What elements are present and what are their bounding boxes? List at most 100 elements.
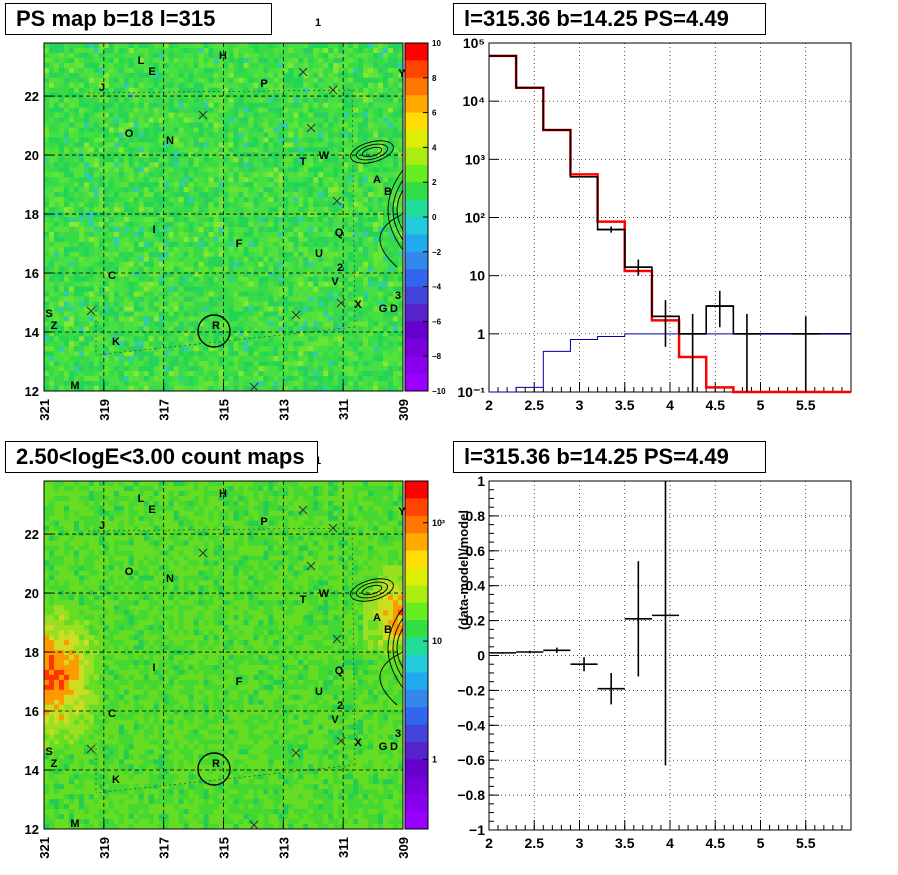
map-cell bbox=[148, 226, 155, 233]
map-cell bbox=[143, 152, 150, 158]
map-cell bbox=[298, 346, 304, 352]
map-cell bbox=[393, 371, 399, 377]
map-cell bbox=[183, 177, 189, 183]
map-cell bbox=[73, 351, 80, 357]
map-cell bbox=[128, 276, 135, 283]
map-cell bbox=[238, 316, 244, 322]
map-cell bbox=[78, 127, 85, 133]
map-cell bbox=[283, 236, 289, 243]
map-cell bbox=[173, 351, 180, 357]
map-cell bbox=[68, 286, 75, 292]
map-cell bbox=[44, 381, 50, 387]
map-cell bbox=[353, 77, 359, 84]
map-cell bbox=[133, 137, 140, 143]
map-cell bbox=[238, 276, 244, 283]
map-cell bbox=[393, 77, 399, 84]
map-cell bbox=[288, 356, 294, 362]
map-cell bbox=[253, 351, 259, 357]
map-cell bbox=[143, 202, 150, 208]
map-cell bbox=[133, 326, 140, 332]
map-cell bbox=[148, 192, 155, 198]
map-cell bbox=[233, 246, 239, 253]
map-cell bbox=[273, 43, 279, 49]
map-cell bbox=[48, 132, 55, 138]
map-cell bbox=[198, 182, 204, 188]
map-cell bbox=[178, 187, 185, 193]
map-cell bbox=[44, 226, 50, 233]
map-cell bbox=[358, 177, 364, 183]
map-cell bbox=[373, 182, 379, 188]
map-cell bbox=[248, 117, 254, 123]
map-cell bbox=[213, 321, 219, 327]
map-cell bbox=[168, 142, 175, 148]
map-cell bbox=[308, 356, 314, 362]
map-cell bbox=[333, 326, 339, 332]
map-cell bbox=[93, 212, 100, 218]
map-cell bbox=[93, 67, 100, 74]
map-cell bbox=[323, 172, 329, 178]
map-cell bbox=[348, 167, 354, 173]
map-cell bbox=[368, 231, 374, 238]
map-cell bbox=[328, 47, 334, 54]
map-cell bbox=[153, 192, 160, 198]
map-cell bbox=[158, 177, 165, 183]
map-cell bbox=[88, 202, 95, 208]
map-cell bbox=[383, 47, 389, 54]
map-cell bbox=[98, 261, 105, 268]
map-cell bbox=[63, 246, 70, 253]
map-cell bbox=[108, 212, 115, 218]
map-cell bbox=[48, 311, 55, 317]
map-cell bbox=[88, 231, 95, 238]
map-cell bbox=[333, 346, 339, 352]
map-cell bbox=[53, 102, 60, 109]
map-cell bbox=[313, 341, 319, 347]
map-cell bbox=[328, 57, 334, 64]
map-cell bbox=[293, 122, 299, 128]
map-cell bbox=[303, 256, 309, 263]
map-cell bbox=[133, 167, 140, 173]
map-cell bbox=[178, 87, 185, 94]
map-cell bbox=[118, 331, 125, 337]
map-cell bbox=[398, 276, 404, 283]
map-cell bbox=[218, 221, 224, 228]
map-cell bbox=[383, 286, 389, 292]
map-cell bbox=[218, 301, 224, 307]
map-cell bbox=[163, 236, 170, 243]
map-cell bbox=[123, 147, 130, 153]
map-cell bbox=[253, 361, 259, 367]
map-cell bbox=[208, 117, 214, 123]
map-cell bbox=[283, 346, 289, 352]
map-cell bbox=[163, 97, 170, 104]
map-cell bbox=[223, 256, 229, 263]
map-cell bbox=[393, 241, 399, 248]
map-cell bbox=[88, 271, 95, 278]
map-cell bbox=[398, 231, 404, 238]
map-cell bbox=[63, 197, 70, 203]
map-cell bbox=[338, 361, 344, 367]
map-cell bbox=[333, 82, 339, 89]
map-cell bbox=[283, 266, 289, 273]
map-cell bbox=[158, 361, 165, 367]
map-cell bbox=[63, 167, 70, 173]
map-cell bbox=[383, 167, 389, 173]
map-cell bbox=[253, 62, 259, 69]
map-cell bbox=[318, 167, 324, 173]
map-cell bbox=[163, 306, 170, 312]
map-cell bbox=[288, 127, 294, 133]
map-cell bbox=[333, 87, 339, 94]
map-cell bbox=[258, 296, 264, 302]
map-cell bbox=[283, 107, 289, 113]
map-cell bbox=[298, 321, 304, 327]
map-cell bbox=[123, 316, 130, 322]
map-cell bbox=[68, 336, 75, 342]
map-cell bbox=[44, 187, 50, 193]
map-cell bbox=[198, 316, 204, 322]
map-cell bbox=[133, 221, 140, 228]
map-cell bbox=[298, 276, 304, 283]
map-cell bbox=[358, 102, 364, 109]
map-cell bbox=[283, 351, 289, 357]
map-cell bbox=[113, 122, 120, 128]
map-cell bbox=[393, 102, 399, 109]
map-cell bbox=[98, 87, 105, 94]
map-cell bbox=[328, 137, 334, 143]
